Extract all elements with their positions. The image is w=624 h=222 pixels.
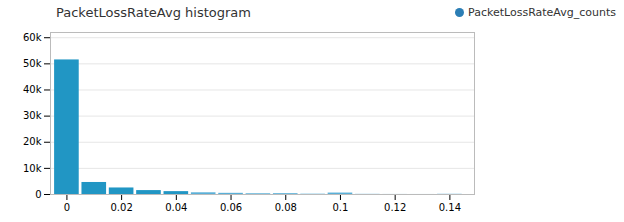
svg-text:0: 0 (64, 202, 70, 213)
svg-text:0: 0 (35, 189, 41, 200)
svg-text:20k: 20k (23, 136, 42, 147)
svg-text:0.02: 0.02 (110, 202, 132, 213)
svg-text:0.08: 0.08 (275, 202, 297, 213)
svg-text:0.1: 0.1 (333, 202, 349, 213)
svg-text:50k: 50k (23, 58, 42, 69)
html-text:PacketLossRateAvg_counts: PacketLossRateAvg_counts (468, 5, 616, 19)
html-text:PacketLossRateAvg histogram: PacketLossRateAvg histogram (56, 4, 251, 20)
svg-text:0.06: 0.06 (220, 202, 242, 213)
svg-text:0.14: 0.14 (439, 202, 461, 213)
svg-text:10k: 10k (23, 163, 42, 174)
svg-text:30k: 30k (23, 110, 42, 121)
svg-text:40k: 40k (23, 84, 42, 95)
svg-text:0.04: 0.04 (165, 202, 187, 213)
svg-text:60k: 60k (23, 32, 42, 43)
svg-text:0.12: 0.12 (384, 202, 406, 213)
